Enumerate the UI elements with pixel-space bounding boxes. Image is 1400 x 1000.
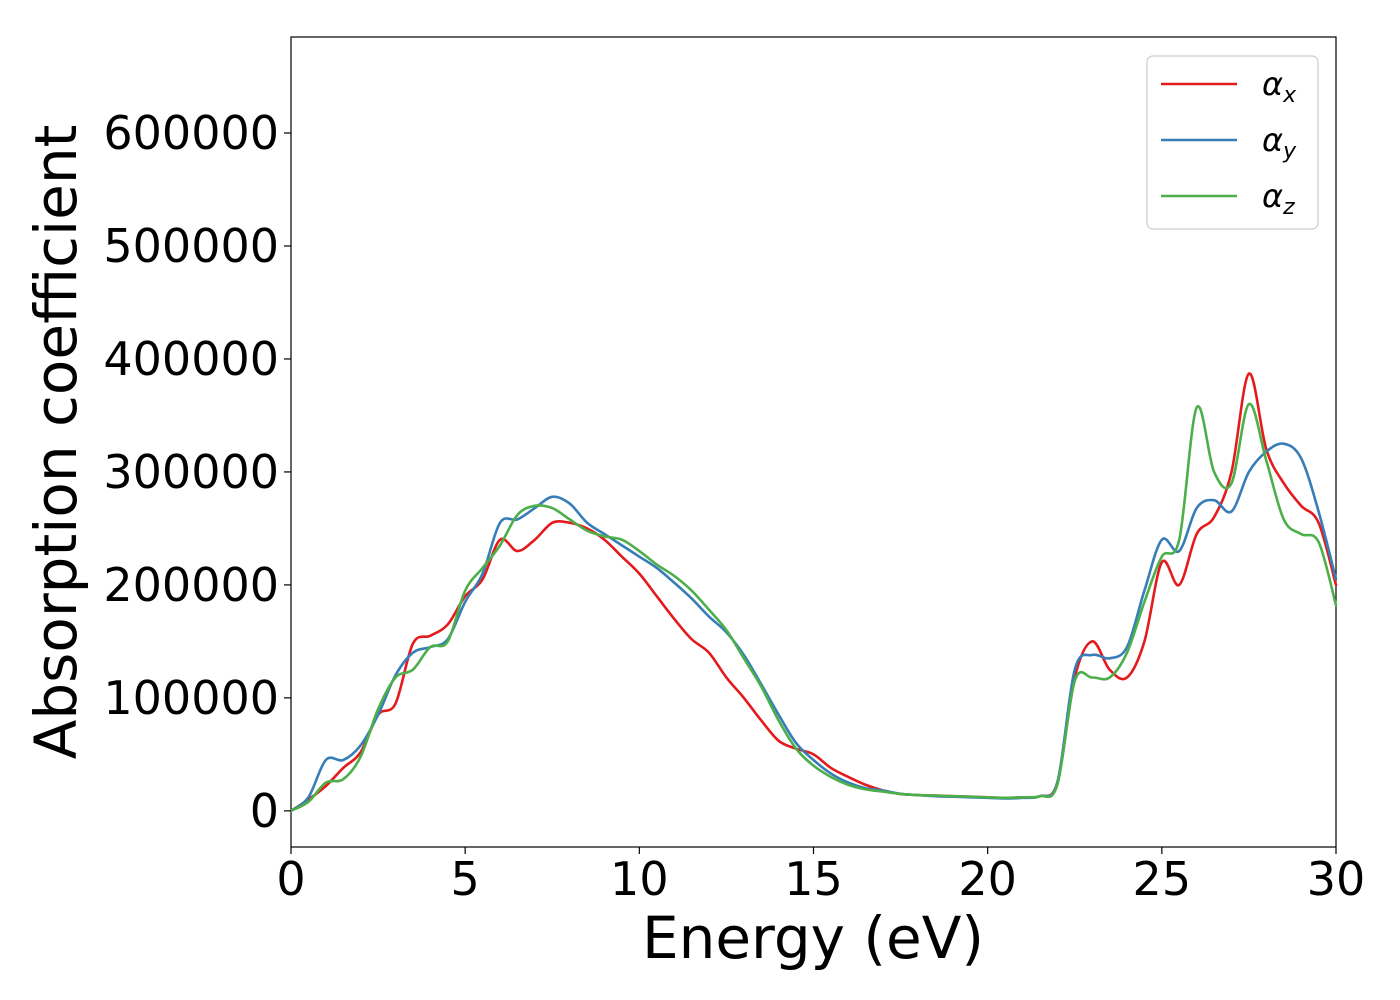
legend-label-z: αz [1262,177,1295,220]
x-tick-label: 15 [784,852,843,906]
y-tick-label: 200000 [103,558,279,612]
series-line-α-y [289,442,1338,813]
y-tick-label: 400000 [103,332,279,386]
x-tick-label: 20 [958,852,1017,906]
y-tick-label: 100000 [103,671,279,725]
series-line-α-x [289,372,1338,813]
x-tick-label: 0 [276,852,305,906]
x-axis-ticks: 0 5 10 15 20 25 30 [276,847,1365,906]
x-axis-label: Energy (eV) [642,904,984,972]
y-tick-label: 300000 [103,445,279,499]
legend-box [1146,55,1319,230]
y-tick-label: 600000 [103,106,279,160]
x-tick-label: 10 [610,852,669,906]
series-layer [289,372,1338,813]
x-tick-label: 5 [451,852,480,906]
y-axis-label: Absorption coefficient [22,125,90,760]
series-line-α-z [289,402,1338,813]
x-tick-label: 30 [1307,852,1366,906]
x-tick-label: 25 [1133,852,1192,906]
y-tick-label: 500000 [103,219,279,273]
y-axis-ticks: 0 100000 200000 300000 400000 500000 600000 [103,106,291,838]
y-tick-label: 0 [250,784,279,838]
